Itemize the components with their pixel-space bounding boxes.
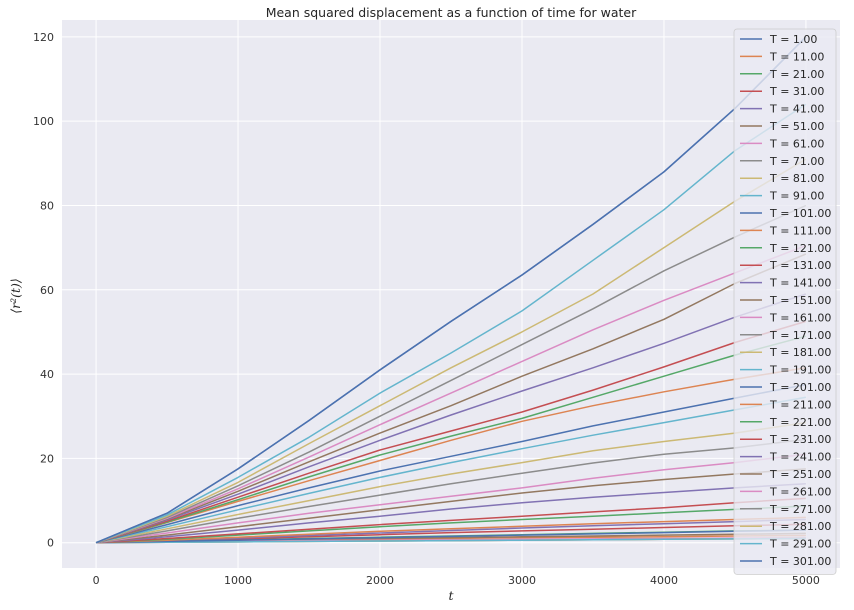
series-line-25 [95, 293, 807, 544]
plot-background [62, 20, 840, 568]
series-line-26 [95, 253, 807, 544]
legend: T = 1.00 T = 11.00 T = 21.00 T = 31.00 T = 4… [733, 28, 837, 575]
x-tick-label: 4000 [650, 574, 678, 587]
legend-box [733, 28, 837, 575]
legend-label: T = 71.00 [769, 155, 824, 168]
legend-label: T = 61.00 [769, 137, 824, 150]
series-line-27 [95, 244, 807, 544]
series-layer [95, 36, 807, 544]
series-line-15 [96, 482, 806, 544]
series-line-13 [96, 505, 806, 544]
legend-label: T = 111.00 [769, 224, 831, 237]
legend-label: T = 81.00 [769, 172, 824, 185]
x-tick-label: 2000 [366, 574, 394, 587]
legend-label: T = 231.00 [769, 433, 831, 446]
x-tick-label: 0 [93, 574, 100, 587]
y-tick-label: 60 [40, 284, 54, 297]
x-tick-label: 3000 [508, 574, 536, 587]
series-line-14 [96, 497, 806, 544]
legend-label: T = 121.00 [769, 242, 831, 255]
legend-label: T = 151.00 [769, 294, 831, 307]
legend-label: T = 211.00 [769, 398, 831, 411]
series-line-18 [95, 438, 806, 544]
series-line-12 [96, 516, 806, 544]
y-tick-label: 120 [33, 31, 54, 44]
series-line-16 [96, 468, 806, 544]
series-line-29 [95, 158, 807, 544]
legend-label: T = 301.00 [769, 555, 831, 568]
legend-label: T = 281.00 [769, 520, 831, 533]
series-line-10 [96, 537, 806, 544]
y-tick-label: 100 [33, 115, 54, 128]
x-tick-label: 1000 [224, 574, 252, 587]
x-axis-ticks: 0 1000 2000 3000 4000 5000 [93, 574, 820, 587]
y-tick-label: 80 [40, 199, 54, 212]
y-tick-label: 40 [40, 368, 54, 381]
legend-label: T = 131.00 [769, 259, 831, 272]
series-line-31 [95, 36, 807, 544]
y-axis-ticks: 0 20 40 60 80 100 120 [33, 31, 54, 550]
legend-label: T = 261.00 [769, 485, 831, 498]
series-line-17 [95, 453, 806, 544]
legend-label: T = 181.00 [769, 346, 831, 359]
y-tick-label: 20 [40, 452, 54, 465]
y-axis-label: ⟨r²(t)⟩ [8, 278, 23, 314]
x-axis-label: t [448, 588, 454, 603]
legend-label: T = 91.00 [769, 190, 824, 203]
legend-label: T = 51.00 [769, 120, 824, 133]
legend-label: T = 161.00 [769, 311, 831, 324]
series-line-11 [96, 529, 806, 544]
legend-label: T = 11.00 [769, 50, 824, 63]
legend-label: T = 291.00 [769, 538, 831, 551]
legend-label: T = 141.00 [769, 277, 831, 290]
series-line-21 [95, 383, 807, 544]
legend-label: T = 21.00 [769, 68, 824, 81]
legend-label: T = 1.00 [769, 33, 817, 46]
series-line-22 [95, 367, 807, 544]
legend-label: T = 191.00 [769, 364, 831, 377]
legend-label: T = 171.00 [769, 329, 831, 342]
legend-label: T = 251.00 [769, 468, 831, 481]
y-tick-label: 0 [47, 537, 54, 550]
legend-label: T = 271.00 [769, 503, 831, 516]
chart-title: Mean squared displacement as a function … [266, 5, 637, 20]
series-line-24 [95, 320, 807, 544]
legend-label: T = 201.00 [769, 381, 831, 394]
series-line-20 [95, 396, 807, 544]
x-tick-label: 5000 [792, 574, 820, 587]
legend-label: T = 101.00 [769, 207, 831, 220]
legend-label: T = 41.00 [769, 103, 824, 116]
series-line-28 [95, 204, 807, 544]
legend-label: T = 221.00 [769, 416, 831, 429]
legend-label: T = 31.00 [769, 85, 824, 98]
series-line-23 [95, 335, 807, 544]
series-line-30 [95, 103, 807, 544]
series-line-19 [95, 421, 807, 544]
legend-label: T = 241.00 [769, 451, 831, 464]
